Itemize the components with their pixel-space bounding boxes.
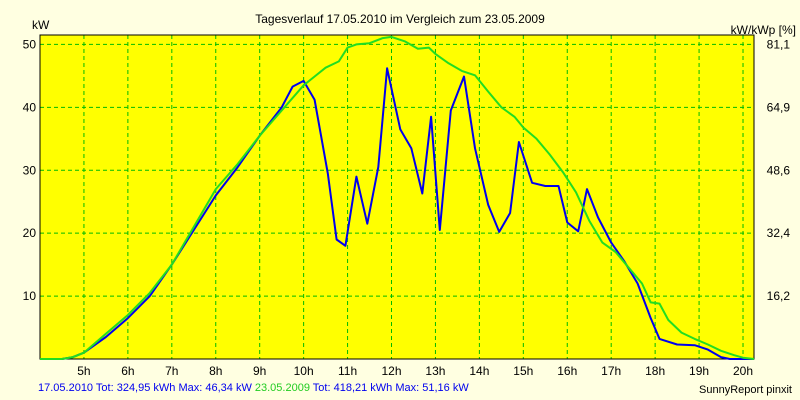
x-tick-label: 11h bbox=[338, 364, 357, 378]
x-tick-label: 8h bbox=[209, 364, 222, 378]
x-tick-label: 19h bbox=[689, 364, 709, 378]
horizontal-gridlines bbox=[40, 43, 754, 297]
plot-area bbox=[40, 35, 754, 359]
x-tick-label: 15h bbox=[513, 364, 533, 378]
legend-series-1-date: 17.05.2010 bbox=[38, 382, 94, 394]
legend-series-2-date: 23.05.2009 bbox=[254, 382, 310, 394]
legend-series-2-stats: Tot: 418,21 kWh Max: 51,16 kW bbox=[309, 382, 469, 394]
x-tick-label: 20h bbox=[733, 364, 753, 378]
left-y-tick-label: 40 bbox=[23, 100, 37, 114]
credit-text: SunnyReport pinxit bbox=[699, 384, 792, 396]
x-tick-label: 9h bbox=[253, 364, 266, 378]
x-tick-labels: 5h 6h 7h 8h 9h 10h 11h 12h 13h 14h 15h 16h 17h 18h 19h… bbox=[77, 364, 753, 378]
chart-title: Tagesverlauf 17.05.2010 im Vergleich zum… bbox=[255, 12, 545, 26]
plot-border bbox=[39, 34, 755, 360]
series-line-23-05-2009 bbox=[40, 35, 755, 360]
right-y-axis-label: kW/kWp [%] bbox=[731, 23, 796, 37]
x-tick-label: 6h bbox=[121, 364, 134, 378]
x-tick-label: 13h bbox=[425, 364, 445, 378]
left-y-tick-label: 50 bbox=[23, 37, 37, 51]
x-tick-label: 5h bbox=[77, 364, 90, 378]
right-y-tick-label: 32,4 bbox=[767, 226, 791, 240]
x-tick-label: 14h bbox=[469, 364, 489, 378]
right-y-tick-label: 81,1 bbox=[767, 37, 791, 51]
right-y-tick-label: 64,9 bbox=[767, 100, 791, 114]
x-tick-label: 12h bbox=[381, 364, 401, 378]
left-y-tick-label: 10 bbox=[23, 289, 37, 303]
left-y-axis-label: kW bbox=[32, 18, 50, 32]
right-y-tick-labels: 16,2 32,4 48,6 64,9 81,1 bbox=[767, 37, 791, 303]
x-tick-label: 18h bbox=[645, 364, 665, 378]
legend-footer: 17.05.2010 Tot: 324,95 kWh Max: 46,34 kW… bbox=[38, 382, 469, 394]
left-y-tick-labels: 10 20 30 40 50 bbox=[23, 37, 37, 303]
x-tick-label: 10h bbox=[294, 364, 314, 378]
left-y-tick-label: 30 bbox=[23, 163, 37, 177]
x-tick-label: 16h bbox=[557, 364, 577, 378]
right-y-tick-label: 48,6 bbox=[767, 163, 791, 177]
x-tick-label: 17h bbox=[601, 364, 621, 378]
x-tick-label: 7h bbox=[165, 364, 178, 378]
left-y-tick-label: 20 bbox=[23, 226, 37, 240]
right-y-tick-label: 16,2 bbox=[767, 289, 791, 303]
legend-series-1-stats: Tot: 324,95 kWh Max: 46,34 kW bbox=[93, 382, 255, 394]
